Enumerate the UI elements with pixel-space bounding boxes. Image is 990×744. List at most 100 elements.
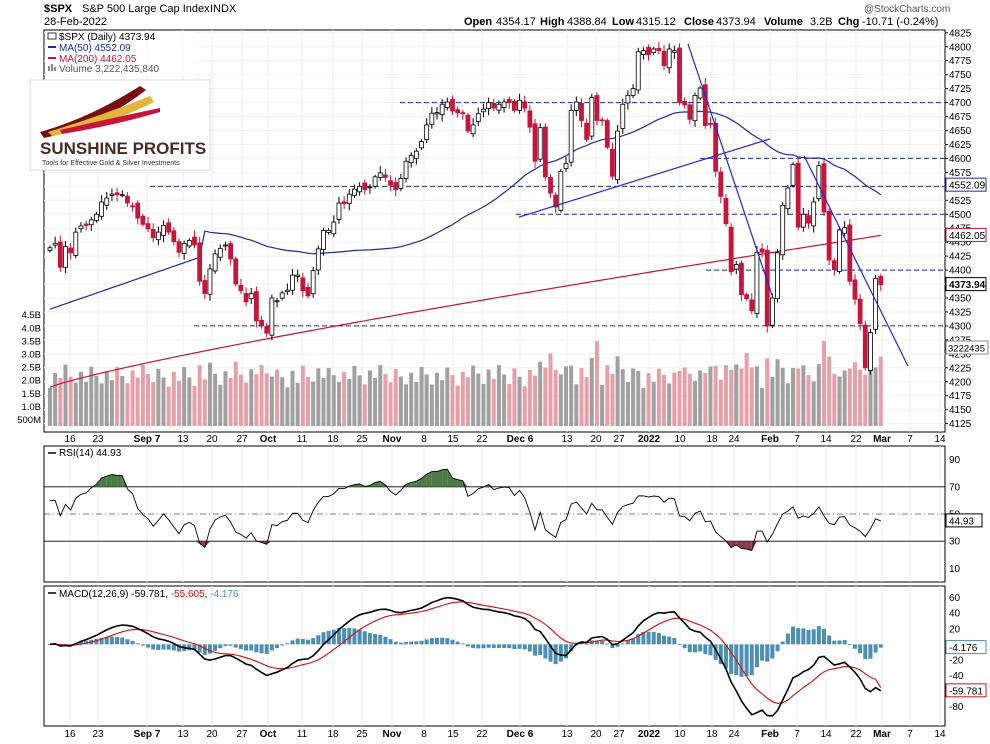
macd-flag-box	[945, 683, 987, 698]
volume-bar	[398, 376, 403, 426]
volume-bar	[770, 377, 775, 426]
macd-histogram-bar	[202, 644, 207, 655]
macd-histogram-bar	[295, 638, 300, 645]
volume-bar	[785, 383, 790, 426]
macd-histogram-bar	[527, 644, 532, 652]
candle-body	[346, 193, 352, 205]
volume-bar	[723, 365, 728, 426]
candle-body	[615, 130, 620, 181]
candle-body	[666, 48, 672, 69]
candle-body	[264, 326, 270, 334]
volume-bar	[429, 384, 434, 426]
candle-body	[166, 222, 172, 233]
candle-body	[63, 246, 68, 268]
candle-body	[821, 163, 827, 213]
price-tick-label: 4775	[949, 56, 972, 67]
volume-bar	[228, 378, 233, 426]
macd-histogram-bar	[264, 644, 269, 654]
volume-bar	[543, 367, 548, 426]
volume-bar	[290, 370, 295, 426]
rsi-lines	[44, 468, 945, 552]
macd-histogram-bar	[465, 644, 470, 647]
macd-histogram-bar	[331, 629, 336, 645]
volume-bar	[512, 368, 517, 426]
legend-ma200: MA(200) 4462.05	[59, 54, 137, 65]
macd-histogram-bar	[878, 644, 883, 648]
macd-histogram-bar	[125, 639, 130, 645]
volume-bar	[316, 368, 321, 426]
x-tick-label: 14	[934, 434, 946, 445]
price-flag-label: 4373.94	[949, 280, 986, 291]
candle-body	[352, 188, 357, 196]
volume-bar	[533, 375, 538, 426]
volume-bar	[295, 383, 300, 426]
macd-histogram-bar	[171, 644, 176, 651]
trend-line	[803, 155, 909, 367]
volume-bar	[754, 366, 759, 426]
x-tick-label-bottom: Dec 6	[507, 729, 534, 740]
candle-body	[723, 197, 729, 225]
macd-histogram-bar	[780, 641, 785, 645]
candle-body	[831, 260, 837, 270]
macd-histogram-bar	[496, 644, 501, 649]
candle-body	[599, 119, 605, 122]
macd-histogram-bar	[538, 644, 543, 655]
macd-histogram-bar	[404, 642, 409, 645]
macd-histogram-bar	[130, 640, 135, 645]
macd-histogram-bar	[481, 644, 486, 649]
candle-body	[114, 192, 120, 196]
candle-body	[682, 100, 688, 106]
candle-body	[321, 230, 326, 250]
candle-body	[589, 97, 595, 137]
x-tick-label-bottom: Sep 7	[134, 729, 161, 740]
volume-bar	[682, 367, 687, 426]
macd-histogram-bar	[84, 640, 89, 645]
candle-body	[413, 150, 419, 159]
x-tick-label: 8	[421, 434, 427, 445]
trend-lines	[518, 43, 909, 367]
macd-histogram-bar	[367, 632, 372, 645]
volume-bar	[187, 377, 192, 426]
macd-histogram-bar	[543, 644, 548, 659]
volume-axis-label: 3.0B	[21, 350, 41, 361]
macd-flag-label: -59.781	[949, 686, 983, 697]
macd-histogram-bar	[605, 643, 610, 645]
rsi-oversold-fill	[741, 541, 747, 550]
candle-body	[300, 277, 306, 292]
signal-value: -55.605	[171, 589, 205, 600]
macd-histogram-bar	[801, 628, 806, 645]
macd-histogram-bar	[703, 644, 708, 655]
macd-histogram-bar	[347, 628, 352, 645]
volume-bar	[584, 376, 589, 426]
candle-body	[259, 319, 264, 327]
candle-body	[692, 94, 698, 122]
rsi-oversold-fill	[731, 541, 737, 548]
macd-histogram-bar	[662, 635, 667, 645]
macd-histogram-bar	[775, 644, 780, 652]
macd-histogram-bar	[254, 644, 259, 653]
volume-bar	[352, 365, 357, 426]
macd-histogram-bar	[625, 640, 630, 645]
candle-body	[651, 48, 657, 53]
macd-histogram-bar	[579, 643, 584, 645]
macd-histogram-bar	[708, 644, 713, 656]
macd-histogram-bar	[388, 639, 393, 645]
price-flag-box	[945, 227, 987, 242]
candle-body	[186, 240, 192, 247]
macd-histogram-bar	[120, 637, 125, 645]
volume-bar	[373, 377, 378, 426]
volume-bar	[641, 387, 646, 426]
macd-histogram-bar	[393, 641, 398, 645]
candle-body	[661, 50, 667, 67]
volume-axis-label: 500M	[17, 415, 41, 426]
candle-body	[171, 230, 177, 243]
rsi-overbought-fill	[437, 469, 443, 487]
volume-bar	[58, 377, 63, 426]
macd-histogram-bar	[460, 643, 465, 645]
high-value: 4388.84	[567, 16, 607, 28]
candle-body	[512, 100, 517, 111]
volume-flag-label: 3222435	[948, 344, 985, 355]
price-tick-label: 4650	[949, 126, 972, 137]
candle-body	[403, 160, 409, 179]
candle-body	[331, 221, 337, 235]
